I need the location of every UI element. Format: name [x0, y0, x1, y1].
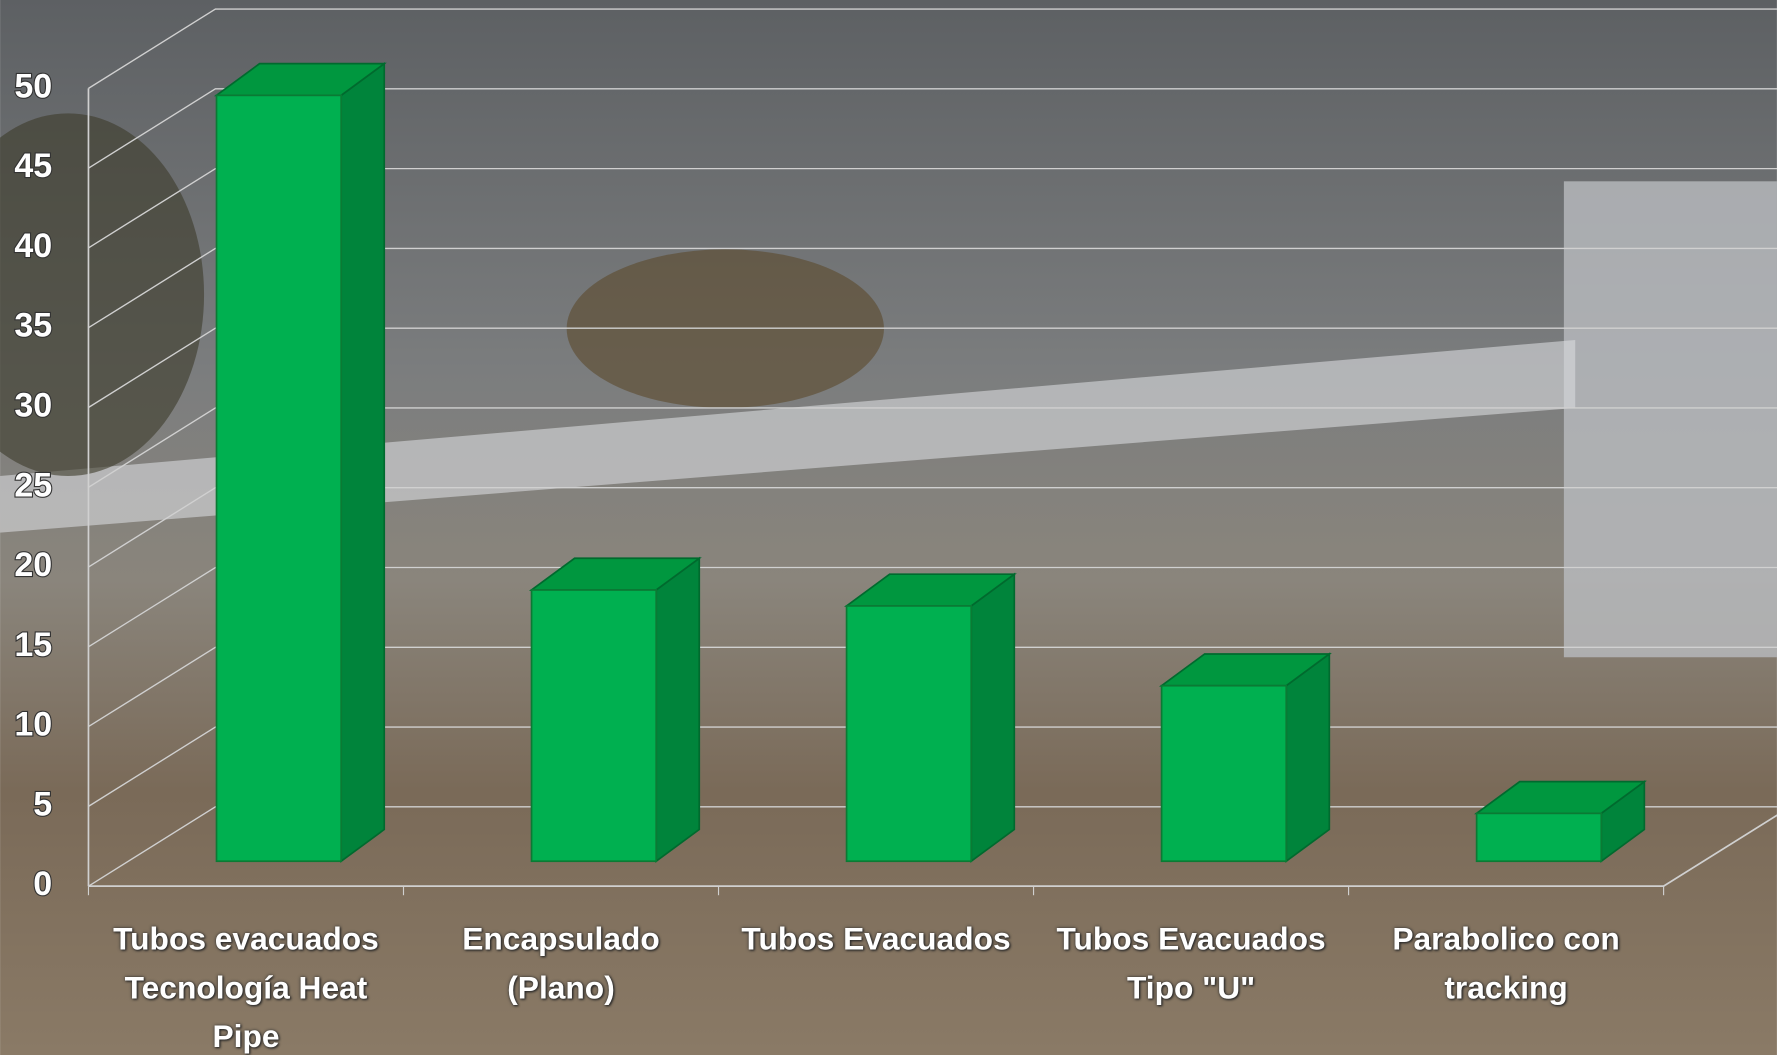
grid-line: [88, 88, 1777, 169]
bar: [215, 94, 343, 863]
x-tick-label: Tubos Evacuados Tipo "U": [1056, 921, 1326, 1006]
x-tick-label-box: Tubos Evacuados: [741, 921, 1011, 957]
y-tick-label: 30: [14, 386, 52, 424]
grid-line: [88, 407, 1777, 488]
x-tick-label: Tubos Evacuados: [741, 921, 1011, 957]
y-tick-label: 10: [14, 706, 52, 744]
grid-line: [88, 167, 1777, 249]
grid-line: [88, 566, 1777, 648]
y-tick-label: 20: [14, 546, 52, 584]
tree: [0, 113, 205, 476]
y-tick-label: 50: [14, 67, 52, 105]
x-tick-label-box: Tubos Evacuados Tipo "U": [1056, 921, 1326, 1006]
bar-side: [1285, 652, 1331, 863]
tank: [1563, 181, 1777, 658]
x-tick-label-box: Parabolico con tracking: [1392, 921, 1620, 1006]
bar: [1475, 812, 1603, 863]
bar: [845, 605, 973, 863]
bar-side: [970, 572, 1016, 863]
y-tick-label: 40: [14, 227, 52, 265]
y-tick-label: 15: [14, 626, 52, 664]
x-tick-label-box: Tubos evacuados Tecnología Heat Pipe: [113, 921, 379, 1054]
grid-line: [88, 247, 1777, 329]
x-tick-label: Tubos evacuados Tecnología Heat Pipe: [113, 921, 379, 1054]
bar-side: [655, 556, 701, 863]
grid-line: [88, 487, 1777, 568]
y-tick-label: 5: [33, 785, 52, 823]
bar: [530, 589, 658, 863]
grid-line: [88, 8, 1777, 89]
y-tick-label: 25: [14, 466, 52, 504]
grid-line: [88, 646, 1777, 728]
collectors: [0, 339, 1576, 533]
x-tick-label-box: Encapsulado (Plano): [462, 921, 660, 1006]
bar-side: [340, 61, 386, 863]
y-tick-label: 0: [33, 865, 52, 903]
grid-line: [88, 327, 1777, 409]
y-tick-label: 35: [14, 307, 52, 345]
bar: [1160, 684, 1288, 863]
x-tick-label: Encapsulado (Plano): [462, 921, 660, 1006]
x-tick-label: Parabolico con tracking: [1392, 921, 1620, 1006]
y-tick-label: 45: [14, 147, 52, 185]
